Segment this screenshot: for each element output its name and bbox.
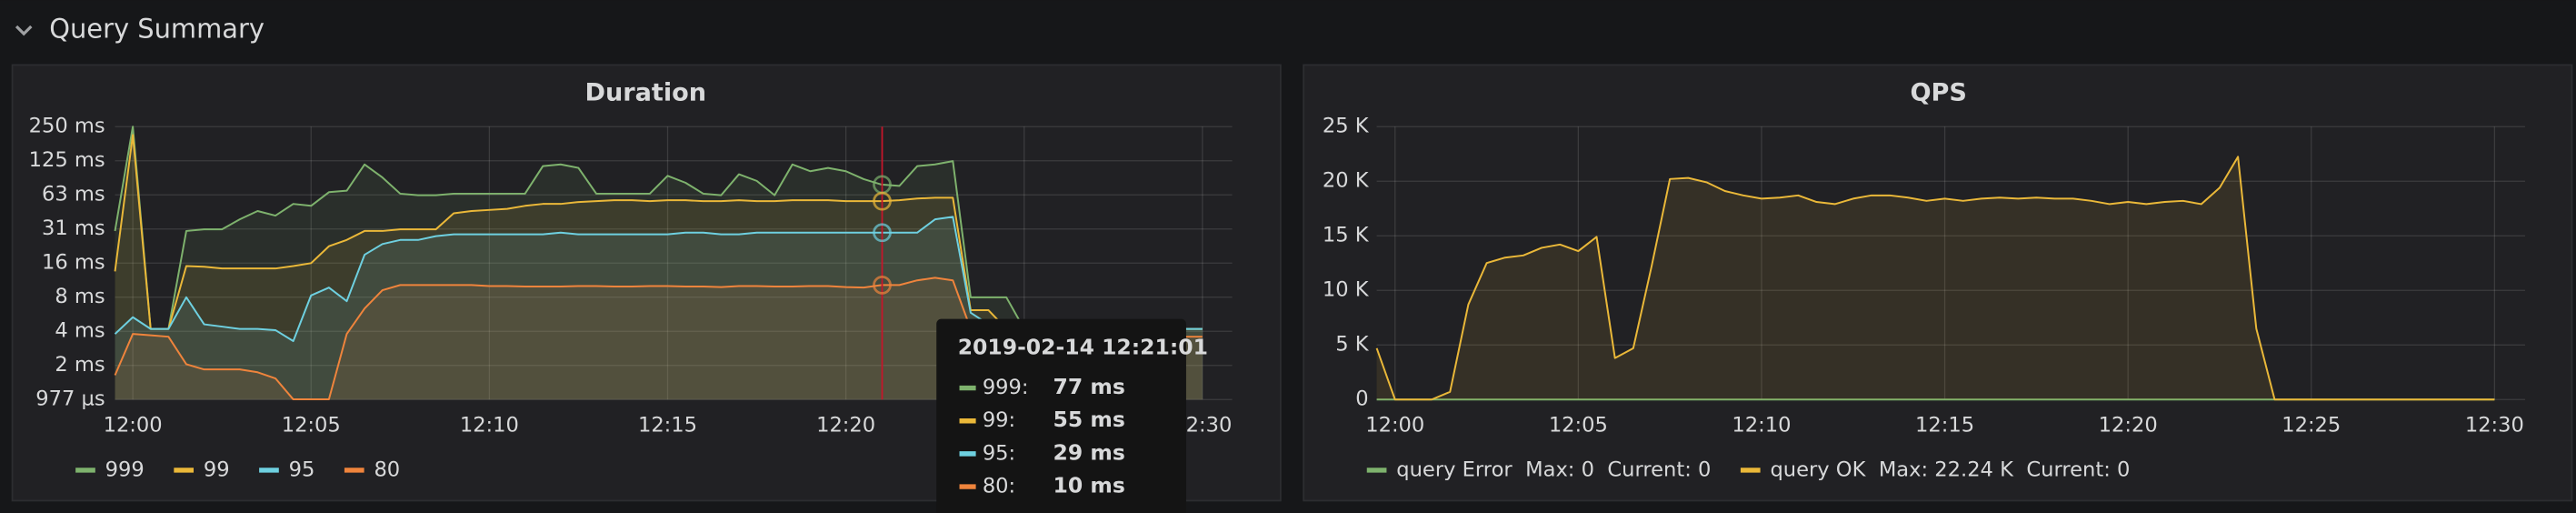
tooltip: 2019-02-14 12:21:01 999: 77 ms 99: 55 ms 95: 2… [936,318,1208,513]
tooltip-name: 80: [983,475,1015,498]
x-tick-label: 12:10 [460,414,519,438]
x-tick-label: 12:00 [1365,414,1424,438]
legend-stat: Current: 0 [2026,458,2130,481]
legend-label[interactable]: 95 [289,458,315,481]
x-tick-label: 12:05 [282,414,341,438]
area-fill [115,126,1203,400]
y-tick-label: 5 K [1335,333,1370,357]
y-tick-label: 20 K [1323,169,1370,193]
y-tick-label: 250 ms [29,115,105,138]
y-tick-label: 15 K [1323,224,1370,247]
x-tick-label: 12:15 [638,414,697,438]
series-line [1375,156,2495,401]
x-tick-label: 12:20 [2099,414,2158,438]
y-tick-label: 0 [1355,387,1368,411]
tooltip-value: 55 ms [1053,407,1125,432]
row-title[interactable]: Query Summary [49,13,265,44]
tooltip-value: 10 ms [1053,473,1125,498]
tooltip-name: 99: [983,408,1015,432]
x-tick-label: 12:00 [104,414,163,438]
x-tick-label: 12:15 [1915,414,1974,438]
hover-point [873,191,892,211]
y-tick-label: 4 ms [55,319,105,343]
y-tick-label: 8 ms [55,285,105,308]
y-tick-label: 125 ms [29,148,105,172]
legend-stat: Max: 22.24 K [1879,458,2014,481]
hover-point [873,275,892,295]
y-tick-label: 2 ms [55,353,105,377]
tooltip-box [936,318,1186,513]
area-fill [1376,156,2495,400]
x-tick-label: 12:30 [2465,414,2524,438]
y-tick-label: 31 ms [42,216,105,240]
legend-label[interactable]: 80 [374,458,400,481]
y-tick-label: 63 ms [42,183,105,206]
tooltip-name: 95: [983,441,1015,465]
legend-label[interactable]: query Error [1396,458,1513,481]
legend-label[interactable]: 99 [204,458,230,481]
legend-stat: Current: 0 [1607,458,1711,481]
panel-title[interactable]: Duration [584,79,706,107]
x-tick-label: 12:10 [1732,414,1791,438]
area-fill [115,277,1203,400]
area-fill [115,135,1203,400]
tooltip-time: 2019-02-14 12:21:01 [958,335,1208,360]
legend-label[interactable]: 999 [105,458,145,481]
legend-label[interactable]: query OK [1770,458,1866,481]
tooltip-value: 29 ms [1053,439,1125,465]
y-tick-label: 10 K [1323,278,1370,302]
x-tick-label: 12:05 [1549,414,1608,438]
y-tick-label: 977 µs [35,387,105,411]
hover-point [873,223,892,243]
row-chevron[interactable] [15,25,33,36]
x-tick-label: 12:20 [816,414,875,438]
panel [1303,64,2573,502]
area-fill [115,216,1203,400]
y-tick-label: 16 ms [42,251,105,275]
tooltip-value: 77 ms [1053,374,1125,399]
panel-title[interactable]: QPS [1911,79,1967,107]
tooltip-name: 999: [983,376,1029,399]
legend-stat: Max: 0 [1525,458,1594,481]
y-tick-label: 25 K [1323,115,1370,138]
x-tick-label: 12:25 [2281,414,2341,438]
